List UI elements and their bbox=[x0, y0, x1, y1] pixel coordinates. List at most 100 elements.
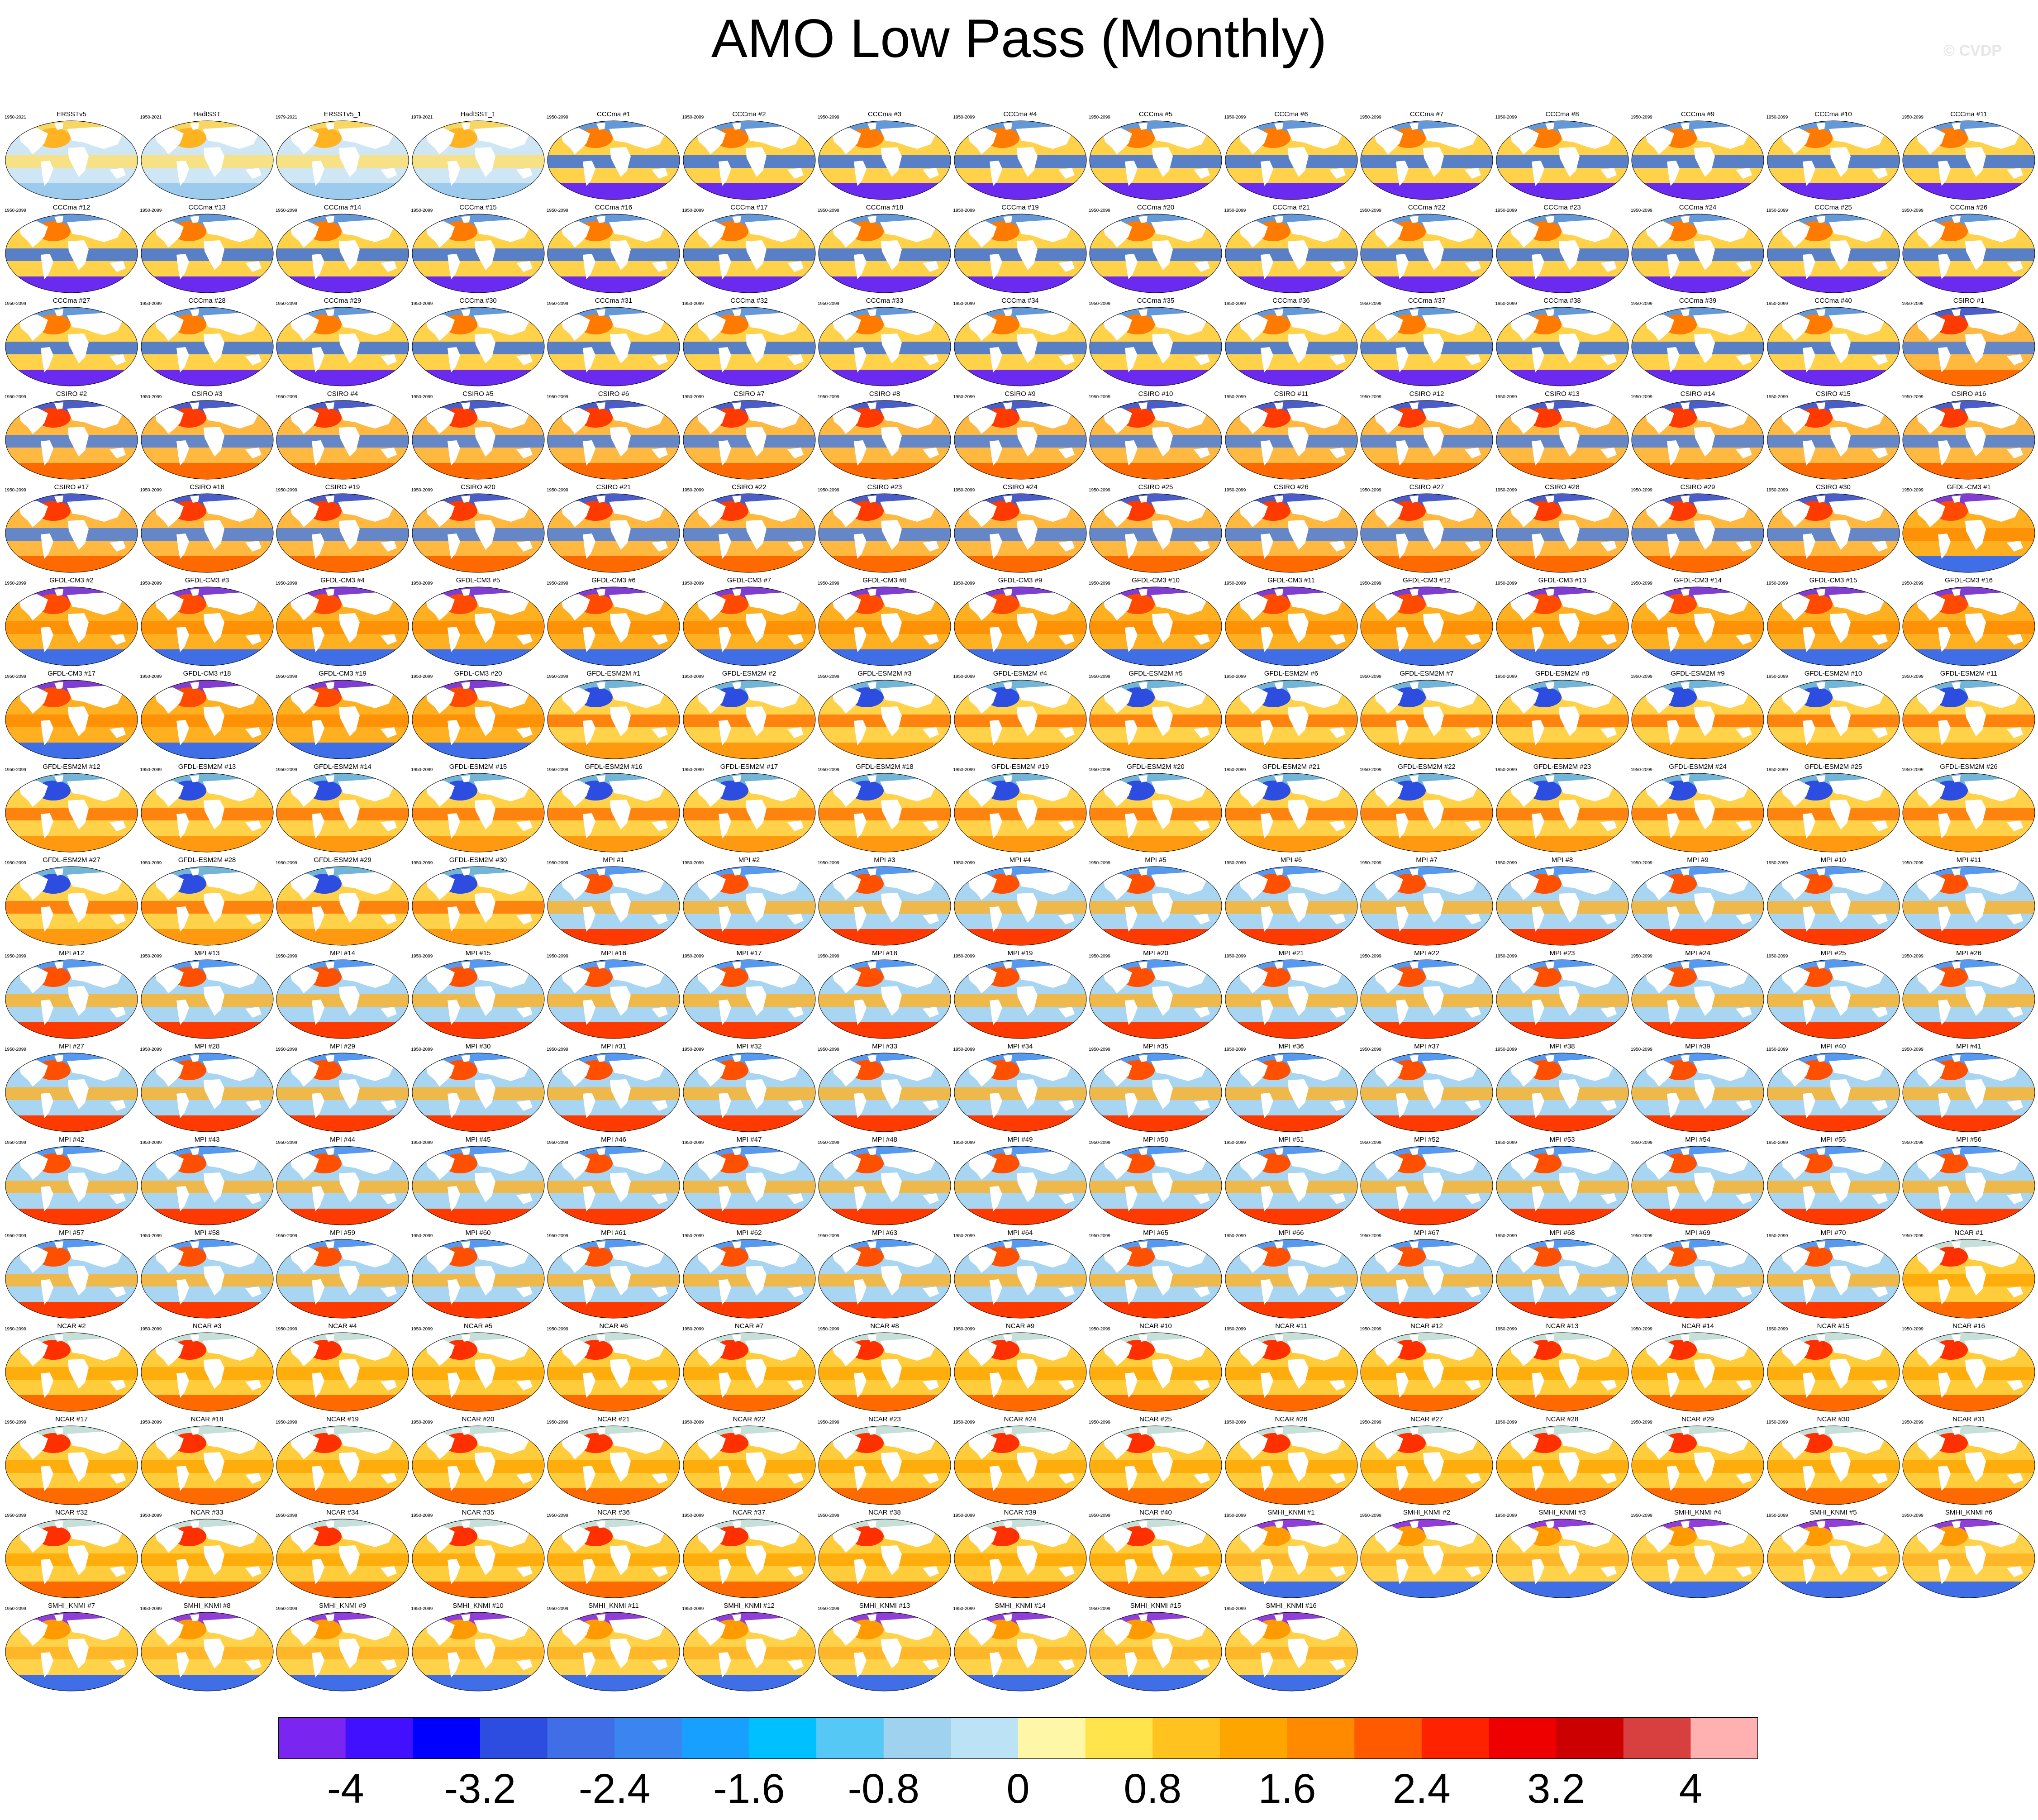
panel-period: 1950-2099 bbox=[411, 581, 433, 586]
panel-period: 1950-2099 bbox=[818, 581, 839, 586]
panel-period: 1950-2099 bbox=[818, 1140, 839, 1145]
panel-title: NCAR #35 bbox=[462, 1509, 495, 1516]
panel-title: MPI #51 bbox=[1278, 1136, 1304, 1143]
colorbar-tick-label: 0.8 bbox=[1124, 1766, 1182, 1812]
sst-map bbox=[141, 493, 273, 573]
panel-title: GFDL-CM3 #4 bbox=[320, 576, 365, 584]
panel-title: SMHI_KNMI #10 bbox=[452, 1602, 504, 1610]
map-panel: MPI #8 1950-2099 bbox=[1495, 856, 1629, 946]
sst-map bbox=[1902, 307, 2035, 386]
sst-map bbox=[1089, 1519, 1222, 1598]
panel-period: 1950-2099 bbox=[547, 208, 568, 213]
map-panel: MPI #16 1950-2099 bbox=[547, 949, 681, 1039]
colorbar-outline bbox=[278, 1717, 1758, 1759]
panel-title: SMHI_KNMI #5 bbox=[1809, 1509, 1857, 1516]
panel-title: CSIRO #23 bbox=[867, 483, 902, 491]
panel-title: GFDL-CM3 #14 bbox=[1674, 576, 1722, 584]
panel-title: NCAR #36 bbox=[597, 1509, 630, 1516]
panel-title: NCAR #3 bbox=[192, 1322, 222, 1330]
panel-period: 1950-2099 bbox=[140, 581, 162, 586]
sst-map bbox=[1902, 214, 2035, 293]
map-panel: SMHI_KNMI #6 1950-2099 bbox=[1902, 1508, 2036, 1599]
sst-map bbox=[954, 120, 1086, 200]
sst-map bbox=[1767, 307, 1900, 386]
panel-period: 1950-2099 bbox=[411, 1606, 433, 1611]
map-panel: GFDL-ESM2M #13 1950-2099 bbox=[140, 762, 274, 853]
sst-map bbox=[954, 493, 1086, 573]
sst-map bbox=[1225, 1239, 1357, 1319]
map-panel: CSIRO #20 1950-2099 bbox=[411, 483, 545, 573]
sst-map bbox=[141, 1332, 273, 1412]
panel-title: MPI #18 bbox=[872, 949, 897, 957]
panel-title: NCAR #37 bbox=[733, 1509, 766, 1516]
sst-map bbox=[1225, 1332, 1357, 1412]
sst-map bbox=[1767, 400, 1900, 480]
sst-map bbox=[1902, 1425, 2035, 1505]
sst-map bbox=[1496, 1425, 1628, 1505]
map-panel: NCAR #3 1950-2099 bbox=[140, 1322, 274, 1412]
panel-title: CSIRO #10 bbox=[1138, 390, 1173, 398]
sst-map bbox=[141, 586, 273, 666]
sst-map bbox=[954, 1146, 1086, 1225]
panel-period: 1950-2099 bbox=[1089, 954, 1110, 959]
map-panel: CSIRO #11 1950-2099 bbox=[1224, 390, 1358, 480]
panel-title: CCCma #7 bbox=[1409, 110, 1444, 118]
panel-title: NCAR #2 bbox=[57, 1322, 86, 1330]
map-panel: MPI #7 1950-2099 bbox=[1360, 856, 1494, 946]
map-panel: MPI #26 1950-2099 bbox=[1902, 949, 2036, 1039]
sst-map bbox=[1767, 680, 1900, 759]
panel-title: MPI #58 bbox=[194, 1229, 220, 1237]
colorbar-box bbox=[1354, 1717, 1422, 1759]
map-panel: GFDL-CM3 #18 1950-2099 bbox=[140, 669, 274, 760]
sst-map bbox=[412, 1053, 544, 1132]
panel-period: 1950-2099 bbox=[1360, 208, 1381, 213]
panel-period: 1950-2099 bbox=[682, 488, 704, 493]
sst-map bbox=[276, 214, 409, 293]
sst-map bbox=[1225, 1612, 1357, 1691]
colorbar-tick-label: -1.6 bbox=[713, 1766, 785, 1812]
panel-period: 1950-2099 bbox=[1902, 861, 1924, 866]
panel-period: 1950-2099 bbox=[1902, 488, 1924, 493]
colorbar-tick-label: 3.2 bbox=[1527, 1766, 1586, 1812]
map-panel: CSIRO #15 1950-2099 bbox=[1767, 390, 1900, 480]
sst-map bbox=[683, 1332, 815, 1412]
panel-period: 1950-2099 bbox=[682, 208, 704, 213]
colorbar-box bbox=[413, 1717, 481, 1759]
panel-title: GFDL-CM3 #9 bbox=[998, 576, 1043, 584]
panel-period: 1950-2099 bbox=[1495, 861, 1517, 866]
panel-period: 1950-2099 bbox=[1495, 395, 1517, 400]
panel-period: 1950-2099 bbox=[411, 1327, 433, 1332]
panel-title: GFDL-ESM2M #30 bbox=[449, 856, 507, 864]
panel-title: MPI #7 bbox=[1416, 856, 1438, 864]
panel-period: 1950-2099 bbox=[682, 1140, 704, 1145]
sst-map bbox=[1902, 773, 2035, 853]
panel-period: 1950-2099 bbox=[1631, 1327, 1652, 1332]
panel-period: 1950-2099 bbox=[1224, 488, 1246, 493]
panel-title: NCAR #20 bbox=[462, 1415, 495, 1423]
panel-period: 1950-2099 bbox=[140, 767, 162, 772]
panel-title: MPI #44 bbox=[330, 1136, 355, 1143]
panel-period: 1950-2099 bbox=[1766, 1047, 1788, 1052]
panel-title: MPI #29 bbox=[330, 1043, 355, 1050]
map-panel: MPI #61 1950-2099 bbox=[547, 1229, 681, 1319]
sst-map bbox=[412, 586, 544, 666]
map-panel: GFDL-CM3 #2 1950-2099 bbox=[5, 576, 138, 667]
sst-map bbox=[1902, 1053, 2035, 1132]
figure-title: AMO Low Pass (Monthly) bbox=[711, 8, 1327, 69]
panel-title: GFDL-CM3 #10 bbox=[1132, 576, 1180, 584]
sst-map bbox=[1089, 400, 1222, 480]
panel-title: MPI #39 bbox=[1685, 1043, 1710, 1050]
panel-title: CSIRO #5 bbox=[462, 390, 494, 398]
panel-period: 1950-2099 bbox=[276, 861, 297, 866]
panel-period: 1950-2099 bbox=[953, 1420, 975, 1425]
map-panel: GFDL-CM3 #19 1950-2099 bbox=[276, 669, 410, 760]
panel-period: 1950-2099 bbox=[276, 767, 297, 772]
panel-period: 1950-2099 bbox=[411, 1420, 433, 1425]
map-panel: CCCma #11 1950-2099 bbox=[1902, 110, 2036, 200]
panel-title: SMHI_KNMI #7 bbox=[48, 1602, 95, 1610]
map-panel: NCAR #21 1950-2099 bbox=[547, 1415, 681, 1506]
map-panel: CSIRO #3 1950-2099 bbox=[140, 390, 274, 480]
sst-map bbox=[954, 1332, 1086, 1412]
panel-title: GFDL-ESM2M #11 bbox=[1940, 670, 1998, 677]
sst-map bbox=[818, 214, 951, 293]
